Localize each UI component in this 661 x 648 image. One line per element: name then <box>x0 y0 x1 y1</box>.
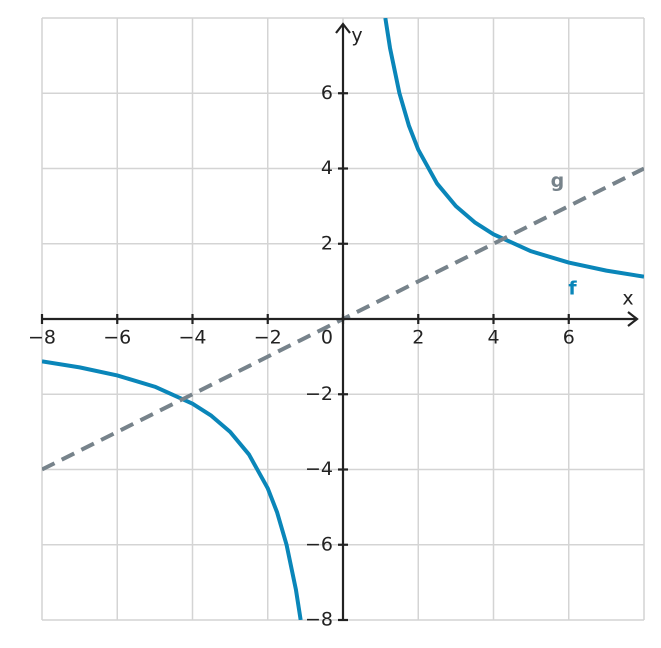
x-tick-label: −2 <box>254 327 282 349</box>
x-tick-label: 6 <box>563 327 575 349</box>
series-label: g <box>551 170 565 192</box>
y-tick-label: −2 <box>305 383 333 405</box>
x-tick-label: −8 <box>28 327 56 349</box>
x-arrow <box>627 311 639 327</box>
series-line <box>42 18 644 620</box>
y-tick-label: −6 <box>305 533 333 555</box>
y-tick-label: 6 <box>321 82 333 104</box>
series-label: f <box>568 277 577 299</box>
x-tick-label: 0 <box>321 327 333 349</box>
y-tick-label: −4 <box>305 458 333 480</box>
y-arrow <box>335 22 351 34</box>
x-axis-label: x <box>622 288 633 310</box>
y-tick-label: 2 <box>321 232 333 254</box>
y-tick-label: 4 <box>321 157 333 179</box>
x-tick-label: 4 <box>487 327 499 349</box>
x-tick-label: −4 <box>178 327 206 349</box>
y-tick-label: −8 <box>305 609 333 631</box>
x-tick-label: 2 <box>412 327 424 349</box>
x-tick-label: −6 <box>103 327 131 349</box>
y-axis-label: y <box>351 25 362 47</box>
